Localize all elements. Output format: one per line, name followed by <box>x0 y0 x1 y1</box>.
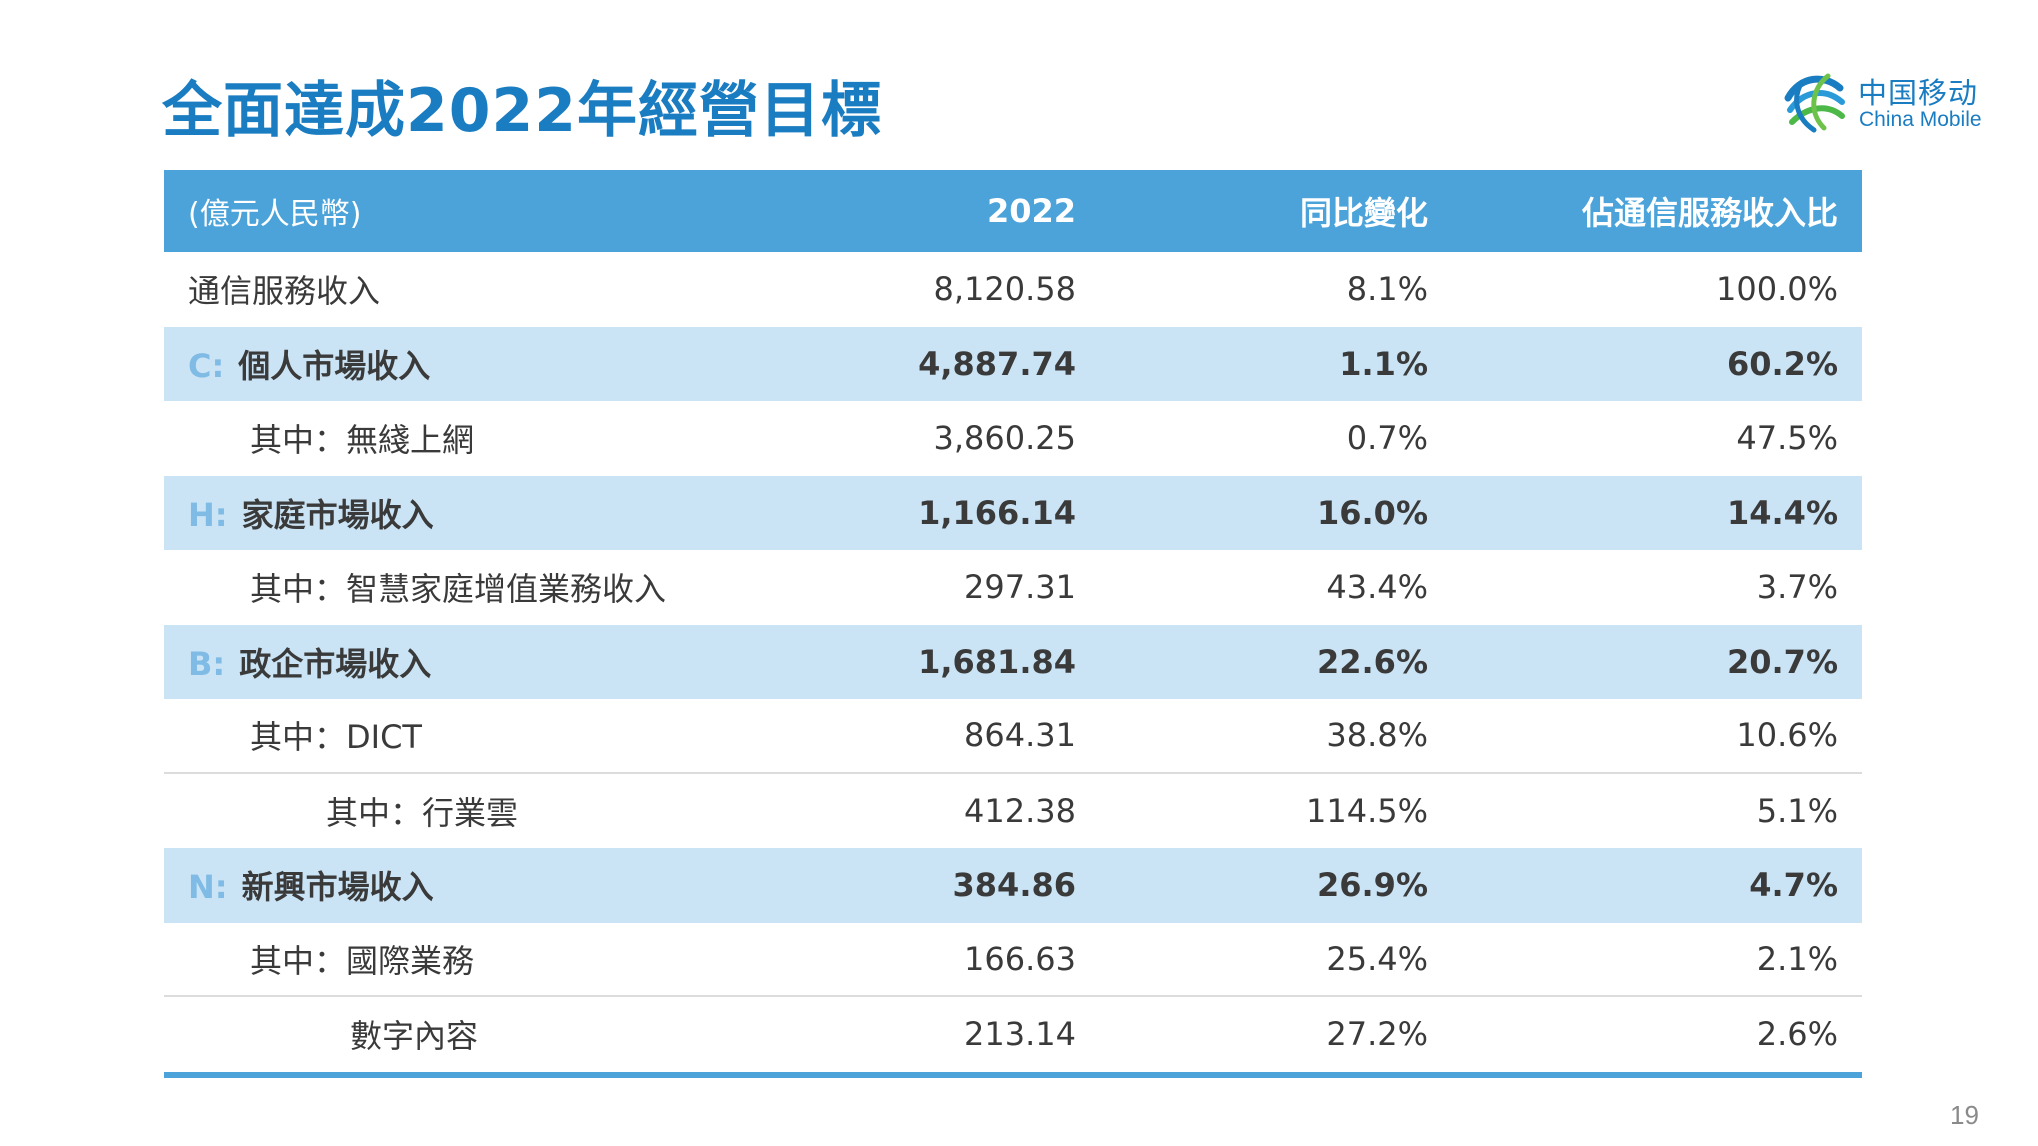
segment-prefix: H: <box>188 495 228 534</box>
row-value: 1,166.14 <box>918 493 1076 532</box>
row-share: 4.7% <box>1749 866 1838 905</box>
row-value: 297.31 <box>964 568 1076 607</box>
row-share: 20.7% <box>1726 642 1838 681</box>
row-share: 3.7% <box>1756 568 1838 607</box>
row-label: 其中：行業雲 <box>326 793 519 832</box>
row-yoy: 1.1% <box>1339 344 1428 383</box>
row-share: 10.6% <box>1736 716 1838 755</box>
row-label: 新興市場收入 <box>241 868 434 907</box>
page-number: 19 <box>1950 1100 1979 1130</box>
page-title: 全面達成2022年經營目標 <box>162 76 882 146</box>
table-row: B: 政企市場收入 1,681.84 22.6% 20.7% <box>164 624 1862 699</box>
row-yoy: 22.6% <box>1316 642 1428 681</box>
row-label-group: N: 新興市場收入 <box>188 862 434 908</box>
row-value: 1,681.84 <box>918 642 1076 681</box>
table-row: 其中：DICT 864.31 38.8% 10.6% <box>164 699 1862 774</box>
header-year: 2022 <box>986 192 1076 230</box>
row-label: 其中：無綫上網 <box>250 421 475 460</box>
row-label: 家庭市場收入 <box>241 495 434 534</box>
china-mobile-logo-icon <box>1784 73 1845 133</box>
table-header-row: (億元人民幣) 2022 同比變化 佔通信服務收入比 <box>164 170 1862 252</box>
revenue-table: (億元人民幣) 2022 同比變化 佔通信服務收入比 通信服務收入 8,120.… <box>164 170 1862 1078</box>
row-yoy: 26.9% <box>1316 866 1428 905</box>
table-bottom-rule <box>164 1071 1862 1078</box>
row-label: 政企市場收入 <box>239 644 432 683</box>
segment-prefix: B: <box>188 644 226 683</box>
row-share: 14.4% <box>1726 493 1838 532</box>
logo-text-cn: 中国移动 <box>1858 76 1979 110</box>
row-label: 其中：DICT <box>250 718 422 757</box>
row-value: 8,120.58 <box>933 270 1077 309</box>
row-yoy: 43.4% <box>1326 568 1428 607</box>
row-label-group: H: 家庭市場收入 <box>188 490 434 536</box>
row-share: 100.0% <box>1715 270 1838 309</box>
table-row: 其中：國際業務 166.63 25.4% 2.1% <box>164 923 1862 997</box>
table-row: 其中：智慧家庭增值業務收入 297.31 43.4% 3.7% <box>164 550 1862 625</box>
row-value: 4,887.74 <box>918 344 1076 383</box>
row-label-group: C: 個人市場收入 <box>188 341 430 387</box>
row-yoy: 38.8% <box>1326 716 1428 755</box>
company-logo: 中国移动 China Mobile <box>1782 66 1992 136</box>
row-label-group: B: 政企市場收入 <box>188 639 431 685</box>
row-yoy: 27.2% <box>1326 1015 1428 1054</box>
row-value: 384.86 <box>952 866 1076 905</box>
header-unit: (億元人民幣) <box>188 197 362 232</box>
row-value: 3,860.25 <box>933 419 1077 458</box>
table-row: 通信服務收入 8,120.58 8.1% 100.0% <box>164 252 1862 327</box>
row-yoy: 25.4% <box>1326 939 1428 978</box>
table-row: 其中：行業雲 412.38 114.5% 5.1% <box>164 774 1862 849</box>
row-yoy: 114.5% <box>1305 791 1428 830</box>
row-value: 864.31 <box>964 716 1076 755</box>
row-share: 47.5% <box>1736 419 1838 458</box>
table-row: H: 家庭市場收入 1,166.14 16.0% 14.4% <box>164 475 1862 550</box>
row-label: 個人市場收入 <box>238 346 431 385</box>
row-label: 通信服務收入 <box>188 272 381 311</box>
row-label: 其中：國際業務 <box>250 941 475 980</box>
segment-prefix: N: <box>188 868 228 907</box>
row-value: 166.63 <box>964 939 1076 978</box>
logo-text-en: China Mobile <box>1859 108 1982 131</box>
header-share: 佔通信服務收入比 <box>1581 194 1838 232</box>
row-value: 412.38 <box>964 791 1076 830</box>
row-yoy: 8.1% <box>1346 270 1428 309</box>
row-share: 5.1% <box>1756 791 1838 830</box>
row-value: 213.14 <box>964 1015 1076 1054</box>
segment-prefix: C: <box>188 346 225 385</box>
row-label: 數字內容 <box>350 1017 479 1056</box>
row-share: 2.6% <box>1756 1015 1838 1054</box>
header-yoy: 同比變化 <box>1299 194 1428 232</box>
table-row: N: 新興市場收入 384.86 26.9% 4.7% <box>164 848 1862 923</box>
table-row: C: 個人市場收入 4,887.74 1.1% 60.2% <box>164 326 1862 401</box>
row-share: 2.1% <box>1756 939 1838 978</box>
row-yoy: 0.7% <box>1346 419 1428 458</box>
row-share: 60.2% <box>1726 344 1838 383</box>
table-row: 數字內容 213.14 27.2% 2.6% <box>164 997 1862 1072</box>
table-row: 其中：無綫上網 3,860.25 0.7% 47.5% <box>164 401 1862 476</box>
row-yoy: 16.0% <box>1316 493 1428 532</box>
row-label: 其中：智慧家庭增值業務收入 <box>250 570 667 609</box>
